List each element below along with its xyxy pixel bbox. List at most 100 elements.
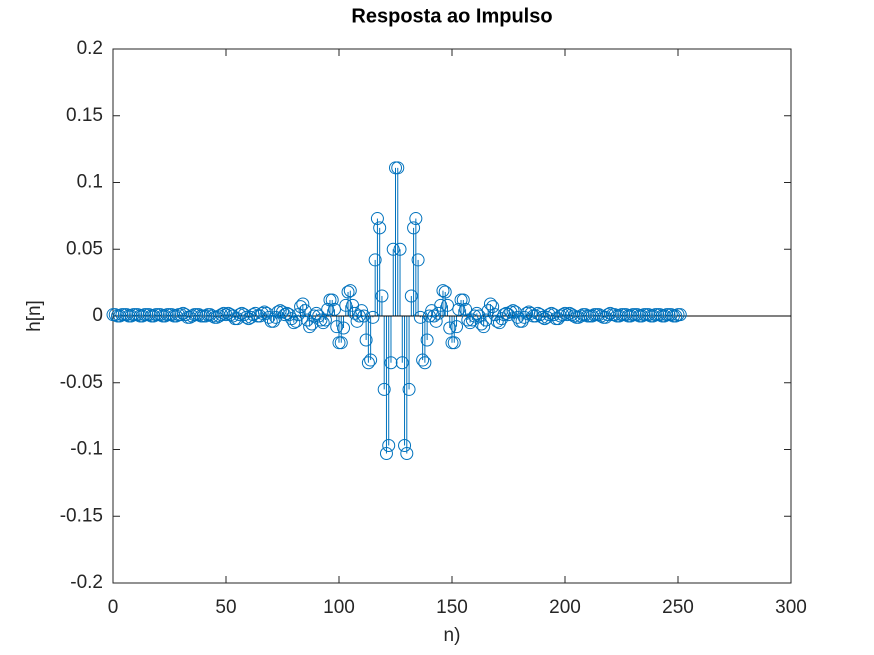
- stem-marker: [337, 321, 351, 335]
- stem-marker: [273, 304, 287, 318]
- stem-marker: [307, 309, 321, 323]
- stem-marker: [391, 161, 405, 175]
- stem-marker: [404, 289, 418, 303]
- stem-marker: [309, 306, 323, 320]
- stem-marker: [269, 310, 283, 324]
- stem-marker: [314, 313, 328, 327]
- x-tick-label: 150: [436, 597, 468, 618]
- stem-marker: [459, 302, 473, 316]
- stem-marker: [366, 310, 380, 324]
- stem-marker: [492, 316, 506, 330]
- stem-marker: [325, 293, 339, 307]
- stem-marker: [214, 308, 228, 322]
- stem-marker: [357, 309, 371, 323]
- x-tick-label: 250: [662, 597, 694, 618]
- stem-marker: [461, 313, 475, 327]
- stem-marker: [244, 310, 258, 324]
- stem-marker: [511, 310, 525, 324]
- stem-marker: [400, 447, 414, 461]
- x-tick-label: 200: [549, 597, 581, 618]
- stem-marker: [402, 382, 416, 396]
- stem-marker: [450, 320, 464, 334]
- stem-marker: [339, 298, 353, 312]
- stem-marker: [364, 353, 378, 367]
- stem-marker: [316, 316, 330, 330]
- stem-marker: [440, 298, 454, 312]
- y-tick-label: 0.15: [66, 105, 103, 126]
- stem-marker: [447, 336, 461, 350]
- stem-marker: [456, 293, 470, 307]
- stem-marker: [599, 310, 613, 324]
- stem-marker: [558, 306, 572, 320]
- stem-marker: [370, 212, 384, 226]
- stem-marker: [443, 321, 457, 335]
- stem-marker: [411, 253, 425, 267]
- stem-marker: [420, 333, 434, 347]
- stem-marker: [174, 308, 188, 322]
- stem-marker: [282, 308, 296, 322]
- stem-marker: [542, 308, 556, 322]
- stem-marker: [673, 308, 687, 322]
- y-axis-label: h[n]: [24, 300, 45, 332]
- stem-marker: [377, 382, 391, 396]
- stem-marker: [382, 438, 396, 452]
- stem-marker: [468, 309, 482, 323]
- stem-marker: [436, 284, 450, 298]
- stem-marker: [312, 309, 326, 323]
- stem-marker: [355, 304, 369, 318]
- stem-marker: [422, 309, 436, 323]
- stem-marker: [515, 314, 529, 328]
- stem-marker: [294, 300, 308, 314]
- x-tick-label: 50: [215, 597, 236, 618]
- stem-marker: [434, 298, 448, 312]
- x-tick-label: 300: [775, 597, 807, 618]
- stem-marker: [465, 313, 479, 327]
- stem-marker: [601, 308, 615, 322]
- stem-marker: [506, 304, 520, 318]
- stem-marker: [398, 438, 412, 452]
- stem-marker: [551, 312, 565, 326]
- stem-marker: [477, 320, 491, 334]
- stem-marker: [176, 306, 190, 320]
- stem-marker: [533, 308, 547, 322]
- stem-marker: [260, 306, 274, 320]
- stem-marker: [235, 306, 249, 320]
- stem-marker: [350, 314, 364, 328]
- stem-marker: [483, 297, 497, 311]
- stem-marker: [375, 289, 389, 303]
- stem-marker: [219, 308, 233, 322]
- stem-marker: [287, 316, 301, 330]
- y-tick-label: 0: [92, 305, 103, 326]
- stem-marker: [237, 308, 251, 322]
- stem-marker: [438, 285, 452, 299]
- stem-marker: [431, 306, 445, 320]
- y-tick-label: 0.05: [66, 238, 103, 259]
- stem-marker: [531, 306, 545, 320]
- stem-marker: [368, 253, 382, 267]
- stem-marker: [343, 284, 357, 298]
- stem-marker: [384, 356, 398, 370]
- stem-marker: [379, 447, 393, 461]
- stem-marker: [488, 308, 502, 322]
- stem-marker: [413, 310, 427, 324]
- x-tick-label: 100: [323, 597, 355, 618]
- stem-marker: [429, 314, 443, 328]
- stem-marker: [303, 320, 317, 334]
- stem-marker: [407, 221, 421, 235]
- stem-marker: [289, 314, 303, 328]
- y-tick-label: -0.05: [60, 372, 103, 393]
- y-tick-label: -0.2: [70, 572, 103, 593]
- stem-marker: [305, 317, 319, 331]
- stem-marker: [373, 221, 387, 235]
- stem-marker: [296, 297, 310, 311]
- stem-marker: [341, 285, 355, 299]
- stem-marker: [418, 356, 432, 370]
- stem-marker: [327, 302, 341, 316]
- stem-marker: [504, 305, 518, 319]
- stem-marker: [239, 310, 253, 324]
- stem-marker: [409, 212, 423, 226]
- stem-marker: [361, 356, 375, 370]
- stem-marker: [395, 356, 409, 370]
- stem-marker: [255, 306, 269, 320]
